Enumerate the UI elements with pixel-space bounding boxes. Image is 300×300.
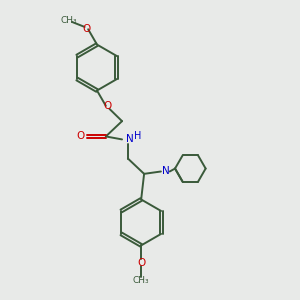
Text: O: O (82, 24, 91, 34)
Text: N: N (162, 167, 170, 176)
Text: CH₃: CH₃ (60, 16, 77, 25)
Text: CH₃: CH₃ (133, 276, 149, 285)
Text: O: O (137, 258, 145, 268)
Text: H: H (134, 131, 141, 141)
Text: O: O (103, 101, 111, 111)
Text: O: O (76, 131, 84, 142)
Text: N: N (125, 134, 133, 144)
